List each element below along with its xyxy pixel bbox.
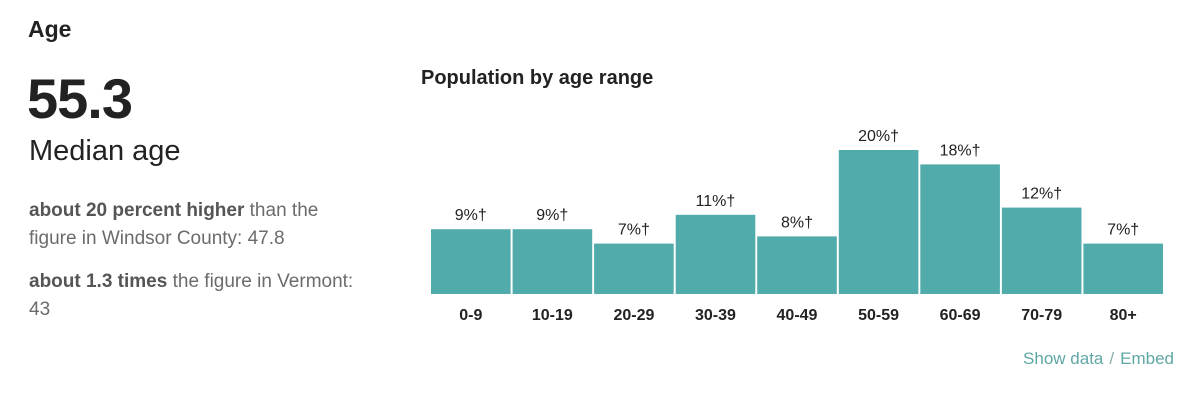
category-tick-label: 50-59 [858,307,899,324]
bar-70-79 [1001,207,1082,294]
bar-value-label: 12%† [1021,186,1062,203]
bar-40-49 [757,236,837,294]
category-tick-label: 70-79 [1021,307,1062,324]
median-age-value: 55.3 [27,67,133,130]
category-tick-label: 40-49 [777,307,818,324]
bar-value-label: 9%† [455,207,487,224]
embed-link[interactable]: Embed [1120,349,1174,368]
bar-value-label: 7%† [618,222,650,239]
bar-10-19 [512,229,593,294]
category-tick-label: 20-29 [613,307,654,324]
comparison-county-emphasis: about 20 percent higher [29,200,245,221]
bar-value-label: 18%† [940,142,981,159]
link-separator: / [1109,349,1115,368]
comparison-county-text: than the figure in Windsor County: 47.8 [29,200,319,249]
section-title: Age [28,16,72,42]
bar-value-label: 11%† [696,193,736,210]
bar-value-label: 9%† [536,207,568,224]
comparison-state-text: the figure in Vermont: 43 [29,271,354,320]
bar-80+ [1083,243,1163,294]
bar-30-39 [675,214,756,294]
bar-20-29 [594,243,674,294]
comparison-state: about 1.3 times the figure in Vermont: 4… [29,268,369,324]
bar-value-label: 7%† [1107,222,1139,239]
category-tick-label: 10-19 [532,307,573,324]
bar-value-label: 8%† [781,214,813,231]
category-tick-label: 30-39 [695,307,736,324]
bar-60-69 [920,164,1000,294]
comparison-county: about 20 percent higher than the figure … [29,197,369,253]
chart-title: Population by age range [421,67,654,89]
category-tick-label: 60-69 [940,307,981,324]
category-tick-label: 80+ [1110,307,1137,324]
bar-0-9 [431,229,511,294]
bar-50-59 [838,150,919,294]
comparison-state-emphasis: about 1.3 times [29,271,168,292]
category-tick-label: 0-9 [459,307,482,324]
show-data-link[interactable]: Show data [1023,349,1104,368]
bar-value-label: 20%† [858,128,899,145]
chart-links: Show data / Embed [1023,349,1174,369]
median-age-label: Median age [29,135,181,167]
